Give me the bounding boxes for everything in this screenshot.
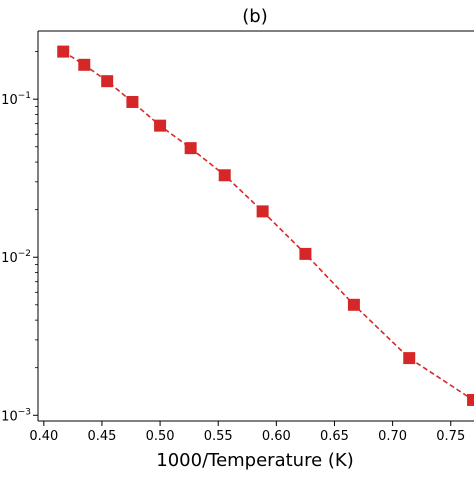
data-point-marker [467,393,474,406]
data-point-marker [78,58,91,71]
x-tick-label: 0.70 [378,429,407,444]
data-point-marker [101,75,114,88]
y-tick-label-base: 10 [1,251,18,266]
data-point-marker [256,205,269,218]
data-point-marker [218,169,231,182]
data-point-marker [299,247,312,260]
y-tick-label-base: 10 [1,93,18,108]
y-tick-label-base: 10 [1,409,18,424]
y-tick-label-exponent: −2 [18,249,31,259]
x-tick-label: 0.40 [29,429,58,444]
series-line [62,50,474,401]
series-layer [57,45,474,406]
x-tick-label: 0.55 [204,429,233,444]
chart-title: (b) [242,6,267,27]
y-tick-label-exponent: −1 [18,91,31,101]
y-tick-label-exponent: −3 [18,407,31,417]
data-point-marker [126,95,139,108]
x-tick-label: 0.50 [146,429,175,444]
y-tick-label: 10−1 [1,91,31,108]
data-point-marker [403,352,416,365]
axes-layer: 0.40 0.45 0.50 0.55 0.60 0.65 0.70 0.7510−110−2… [1,30,474,444]
data-point-marker [184,142,197,155]
x-tick-label: 0.60 [262,429,291,444]
x-tick-label: 0.65 [320,429,349,444]
data-point-marker [347,298,360,311]
x-tick-label: 0.75 [436,429,465,444]
y-tick-label: 10−3 [1,407,31,424]
x-axis-title: 1000/Temperature (K) [156,450,353,471]
data-point-marker [154,119,167,132]
x-tick-label: 0.45 [87,429,116,444]
y-tick-label: 10−2 [1,249,31,266]
data-point-marker [57,45,70,58]
